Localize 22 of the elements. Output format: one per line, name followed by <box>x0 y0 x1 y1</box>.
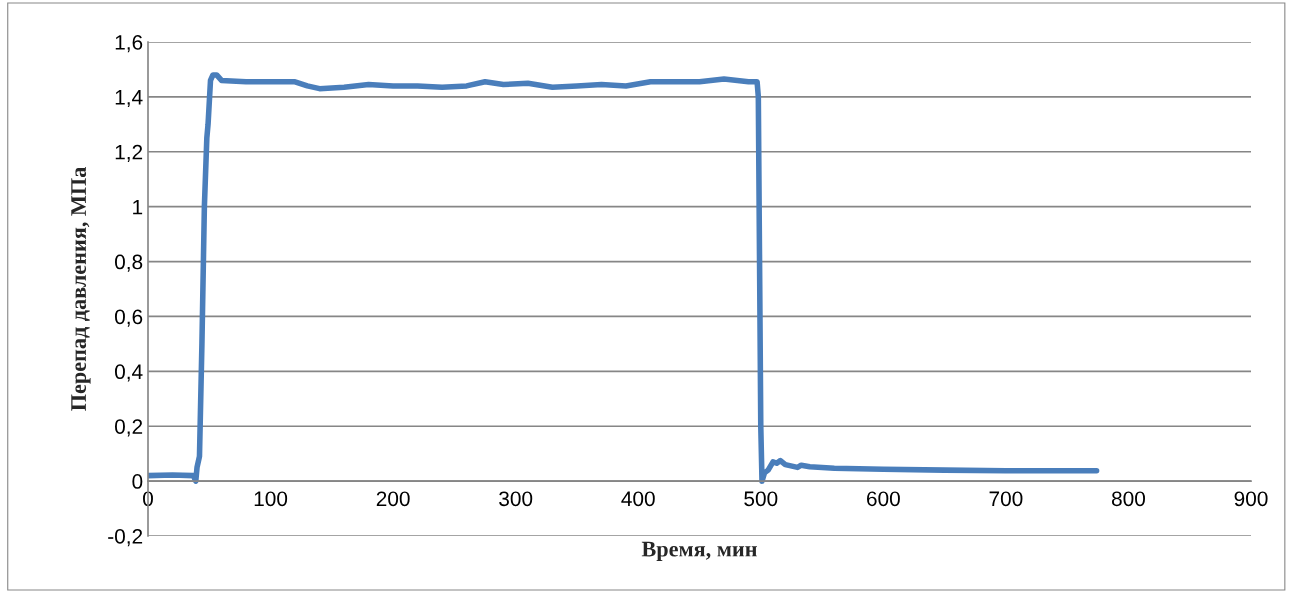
y-tick-label: 1,4 <box>115 90 143 108</box>
y-tick-label: 0,4 <box>114 364 143 382</box>
y-tick-label: -0,2 <box>108 529 143 547</box>
y-tick-label: 1,2 <box>115 144 143 162</box>
y-tick-label: 0,6 <box>114 309 143 327</box>
x-tick-label: 300 <box>499 491 533 507</box>
y-tick-label: 0,2 <box>114 419 143 437</box>
x-tick-label: 200 <box>376 491 410 507</box>
y-tick-label: 1 <box>133 199 143 215</box>
y-tick-label: 1,6 <box>115 35 143 53</box>
x-tick-label: 700 <box>989 491 1023 507</box>
x-tick-label: 600 <box>867 491 900 507</box>
x-axis-title: Время, мин <box>641 541 757 562</box>
y-tick-label: 0,8 <box>114 254 143 272</box>
x-tick-label: 0 <box>143 491 153 507</box>
y-tick-label: 0 <box>132 474 143 489</box>
x-tick-label: 400 <box>621 491 655 507</box>
x-tick-label: 500 <box>744 491 778 507</box>
x-tick-label: 100 <box>254 491 288 507</box>
y-axis-title: Перепад давления, МПа <box>71 167 91 411</box>
x-tick-label: 800 <box>1111 491 1146 507</box>
x-tick-label: 900 <box>1234 491 1268 507</box>
